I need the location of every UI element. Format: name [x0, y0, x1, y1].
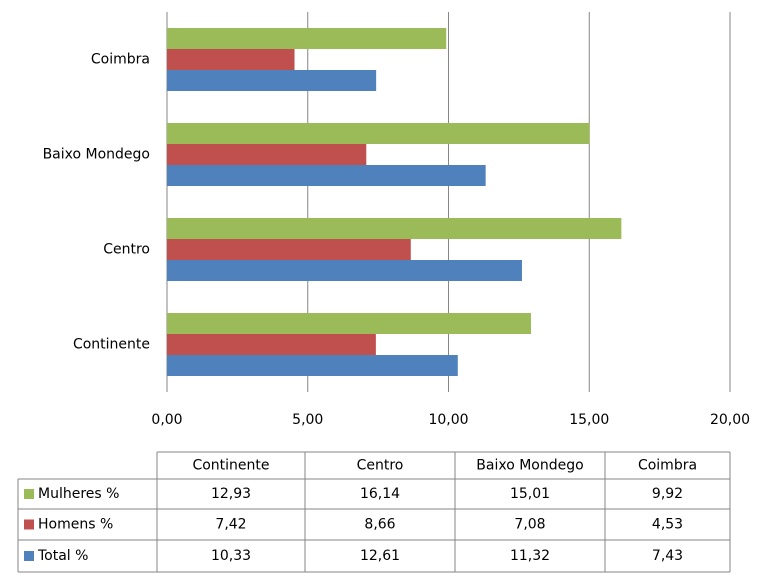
table-value: 11,32	[510, 548, 550, 564]
table-header: Centro	[357, 458, 404, 474]
table-value: 10,33	[211, 548, 251, 564]
legend-key	[24, 551, 34, 561]
table-value: 16,14	[360, 486, 400, 502]
table-header: Continente	[192, 458, 269, 474]
bar	[167, 49, 295, 70]
table-value: 8,66	[364, 517, 395, 533]
legend-label: Homens %	[38, 517, 113, 533]
bar	[167, 218, 622, 239]
bar	[167, 355, 458, 376]
y-tick-label: Continente	[73, 337, 150, 353]
bar	[167, 313, 531, 334]
x-tick-label: 20,00	[710, 412, 750, 428]
bar	[167, 334, 376, 355]
x-tick-label: 5,00	[292, 412, 323, 428]
table-value: 12,93	[211, 486, 251, 502]
bar	[167, 239, 411, 260]
legend-key	[24, 489, 34, 499]
table-value: 12,61	[360, 548, 400, 564]
y-tick-label: Baixo Mondego	[43, 147, 150, 163]
legend-label: Mulheres %	[38, 486, 119, 502]
x-tick-label: 0,00	[151, 412, 182, 428]
y-tick-label: Coimbra	[91, 52, 150, 68]
bar	[167, 70, 377, 91]
legend-key	[24, 519, 34, 530]
table-value: 9,92	[652, 486, 683, 502]
legend-label: Total %	[37, 548, 88, 564]
bar	[167, 144, 367, 165]
table-value: 4,53	[652, 517, 683, 533]
table-header: Coimbra	[638, 458, 697, 474]
table-value: 7,42	[215, 517, 246, 533]
table-value: 7,43	[652, 548, 683, 564]
table-header: Baixo Mondego	[476, 458, 583, 474]
x-tick-label: 10,00	[428, 412, 468, 428]
bar	[167, 165, 486, 186]
bar	[167, 123, 590, 144]
y-tick-label: Centro	[103, 242, 150, 258]
x-tick-label: 15,00	[569, 412, 609, 428]
table-value: 7,08	[514, 517, 545, 533]
bar	[167, 28, 447, 49]
bar	[167, 260, 522, 281]
table-value: 15,01	[510, 486, 550, 502]
